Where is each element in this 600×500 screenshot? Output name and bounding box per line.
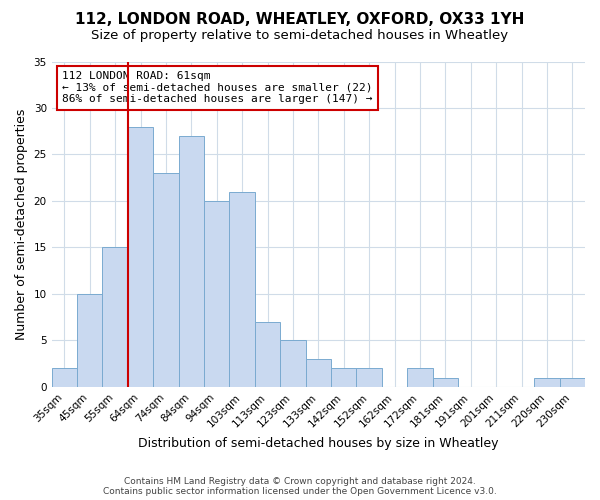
Text: 112, LONDON ROAD, WHEATLEY, OXFORD, OX33 1YH: 112, LONDON ROAD, WHEATLEY, OXFORD, OX33… <box>76 12 524 28</box>
Bar <box>204 201 229 387</box>
Bar <box>305 359 331 387</box>
Bar <box>331 368 356 387</box>
Y-axis label: Number of semi-detached properties: Number of semi-detached properties <box>15 108 28 340</box>
Bar <box>255 322 280 387</box>
Bar <box>356 368 382 387</box>
Text: 112 LONDON ROAD: 61sqm
← 13% of semi-detached houses are smaller (22)
86% of sem: 112 LONDON ROAD: 61sqm ← 13% of semi-det… <box>62 72 373 104</box>
Bar <box>560 378 585 387</box>
Bar <box>534 378 560 387</box>
Text: Size of property relative to semi-detached houses in Wheatley: Size of property relative to semi-detach… <box>91 29 509 42</box>
Bar <box>52 368 77 387</box>
Bar <box>407 368 433 387</box>
Bar <box>77 294 103 387</box>
Bar <box>280 340 305 387</box>
Text: Contains HM Land Registry data © Crown copyright and database right 2024.
Contai: Contains HM Land Registry data © Crown c… <box>103 476 497 496</box>
Bar <box>153 173 179 387</box>
Bar <box>433 378 458 387</box>
X-axis label: Distribution of semi-detached houses by size in Wheatley: Distribution of semi-detached houses by … <box>138 437 499 450</box>
Bar <box>229 192 255 387</box>
Bar <box>128 126 153 387</box>
Bar <box>179 136 204 387</box>
Bar <box>103 248 128 387</box>
